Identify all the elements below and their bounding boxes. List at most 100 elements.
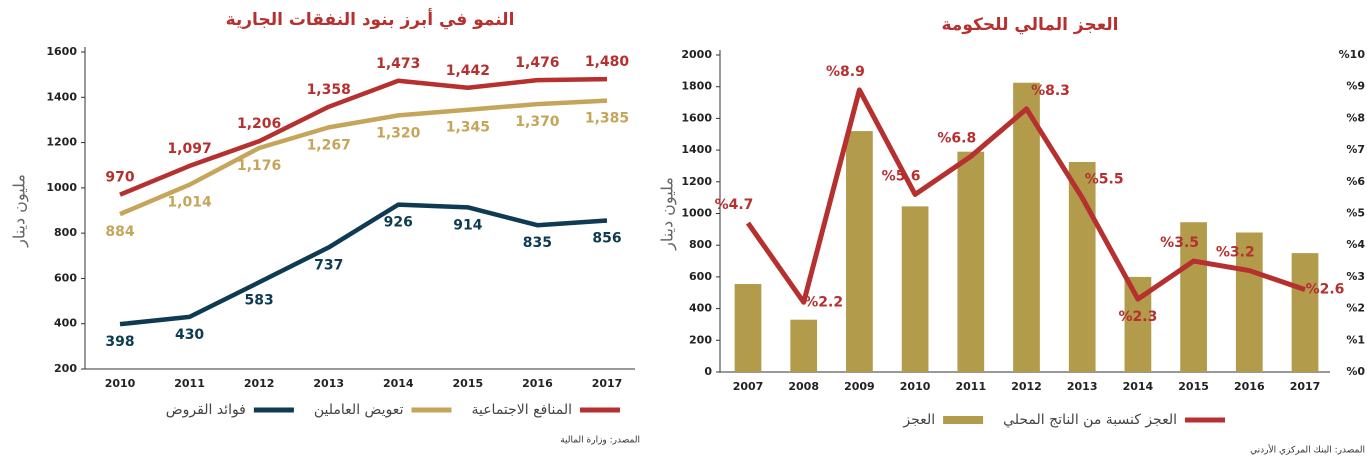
y-tick-label: 200 bbox=[689, 333, 712, 346]
y-tick-label: 400 bbox=[689, 302, 712, 315]
y-tick-label: 1200 bbox=[46, 136, 77, 149]
data-label: %2.3 bbox=[1118, 309, 1157, 325]
y-tick-label: 200 bbox=[54, 362, 77, 375]
x-tick-label: 2014 bbox=[1123, 380, 1154, 393]
y-tick-label: 600 bbox=[54, 271, 77, 284]
data-label: 926 bbox=[384, 215, 413, 231]
source: المصدر: وزارة المالية bbox=[560, 436, 640, 446]
data-label: 1,320 bbox=[376, 125, 421, 141]
data-label: 1,358 bbox=[307, 82, 351, 98]
data-label: 430 bbox=[175, 327, 204, 343]
y2-tick-label: %10 bbox=[1339, 48, 1366, 61]
y-tick-label: 1200 bbox=[681, 175, 712, 188]
y2-tick-label: %2 bbox=[1346, 302, 1365, 315]
y2-tick-label: %5 bbox=[1346, 207, 1365, 220]
x-tick-label: 2015 bbox=[453, 377, 484, 390]
x-tick-label: 2016 bbox=[1234, 380, 1265, 393]
bar bbox=[790, 319, 818, 372]
data-label: 1,014 bbox=[167, 195, 212, 211]
y2-tick-label: %4 bbox=[1346, 238, 1365, 251]
data-label: 1,480 bbox=[585, 54, 630, 70]
data-label: %5.5 bbox=[1085, 172, 1124, 188]
legend-label: المنافع الاجتماعية bbox=[471, 402, 572, 418]
bar bbox=[957, 151, 985, 372]
data-label: 1,345 bbox=[446, 120, 490, 136]
y-tick-label: 1600 bbox=[46, 45, 77, 58]
x-tick-label: 2009 bbox=[844, 380, 875, 393]
x-tick-label: 2016 bbox=[522, 377, 553, 390]
data-label: 835 bbox=[523, 235, 552, 251]
y-tick-label: 0 bbox=[704, 365, 712, 378]
y2-tick-label: %8 bbox=[1346, 111, 1365, 124]
x-tick-label: 2013 bbox=[313, 377, 344, 390]
y-tick-label: 600 bbox=[689, 270, 712, 283]
data-label: 1,176 bbox=[237, 158, 281, 174]
bar bbox=[1180, 222, 1207, 372]
x-tick-label: 2010 bbox=[105, 377, 136, 390]
y2-tick-label: %0 bbox=[1346, 365, 1365, 378]
y2-tick-label: %9 bbox=[1346, 80, 1365, 93]
x-tick-label: 2017 bbox=[1290, 380, 1321, 393]
chart-title: العجز المالي للحكومة bbox=[942, 15, 1119, 35]
y-tick-label: 1000 bbox=[681, 207, 712, 220]
chart-title: النمو في أبرز بنود النفقات الجارية bbox=[226, 8, 515, 30]
legend-label: العجز كنسبة من الناتج المحلي bbox=[1003, 412, 1177, 428]
data-label: 1,267 bbox=[307, 137, 351, 153]
y-tick-label: 1400 bbox=[46, 90, 77, 103]
bar bbox=[734, 284, 762, 372]
bar bbox=[1291, 253, 1319, 372]
data-label: 884 bbox=[105, 224, 134, 240]
legend-label: تعويض العاملين bbox=[314, 402, 404, 418]
line-series bbox=[119, 202, 608, 327]
y-axis-label: مليون دينار bbox=[658, 177, 678, 251]
data-label: 737 bbox=[314, 257, 343, 273]
data-label: %5.6 bbox=[882, 168, 921, 184]
data-label: 1,385 bbox=[585, 111, 629, 127]
data-label: 970 bbox=[105, 170, 134, 186]
y-tick-label: 1600 bbox=[681, 111, 712, 124]
data-label: 583 bbox=[245, 292, 274, 308]
line-series bbox=[119, 76, 608, 197]
x-tick-label: 2012 bbox=[244, 377, 275, 390]
bar bbox=[901, 206, 929, 372]
data-label: 398 bbox=[105, 334, 134, 350]
x-tick-label: 2007 bbox=[733, 380, 764, 393]
data-label: %8.9 bbox=[826, 64, 865, 80]
y-tick-label: 2000 bbox=[681, 48, 712, 61]
x-tick-label: 2010 bbox=[900, 380, 931, 393]
y2-tick-label: %6 bbox=[1346, 175, 1365, 188]
y-tick-label: 800 bbox=[54, 226, 77, 239]
data-label: 1,473 bbox=[376, 56, 420, 72]
data-label: %4.7 bbox=[715, 197, 754, 213]
bar bbox=[846, 131, 873, 372]
x-tick-label: 2008 bbox=[788, 380, 819, 393]
y-tick-label: 1400 bbox=[681, 143, 712, 156]
x-tick-label: 2013 bbox=[1067, 380, 1098, 393]
data-label: 914 bbox=[453, 217, 482, 233]
line-series bbox=[745, 87, 1306, 305]
y-tick-label: 1000 bbox=[46, 181, 77, 194]
data-label: %2.6 bbox=[1306, 282, 1345, 298]
data-label: %3.2 bbox=[1216, 245, 1255, 261]
x-tick-label: 2011 bbox=[174, 377, 205, 390]
bar bbox=[1235, 232, 1263, 372]
x-tick-label: 2012 bbox=[1011, 380, 1042, 393]
data-label: 1,097 bbox=[167, 141, 211, 157]
line-series bbox=[119, 98, 608, 217]
bar bbox=[1013, 82, 1040, 373]
data-label: 856 bbox=[592, 230, 621, 246]
data-label: 1,370 bbox=[515, 114, 560, 130]
y-tick-label: 400 bbox=[54, 317, 77, 330]
y2-tick-label: %7 bbox=[1346, 143, 1365, 156]
data-label: 1,206 bbox=[237, 116, 281, 132]
x-tick-label: 2011 bbox=[955, 380, 986, 393]
data-label: %3.5 bbox=[1160, 235, 1199, 251]
data-label: %2.2 bbox=[804, 294, 843, 310]
y-tick-label: 800 bbox=[689, 238, 712, 251]
data-label: %6.8 bbox=[937, 130, 976, 146]
data-label: %8.3 bbox=[1031, 83, 1070, 99]
x-tick-label: 2015 bbox=[1178, 380, 1209, 393]
legend-label: العجز bbox=[902, 412, 935, 428]
y2-tick-label: %1 bbox=[1346, 333, 1365, 346]
